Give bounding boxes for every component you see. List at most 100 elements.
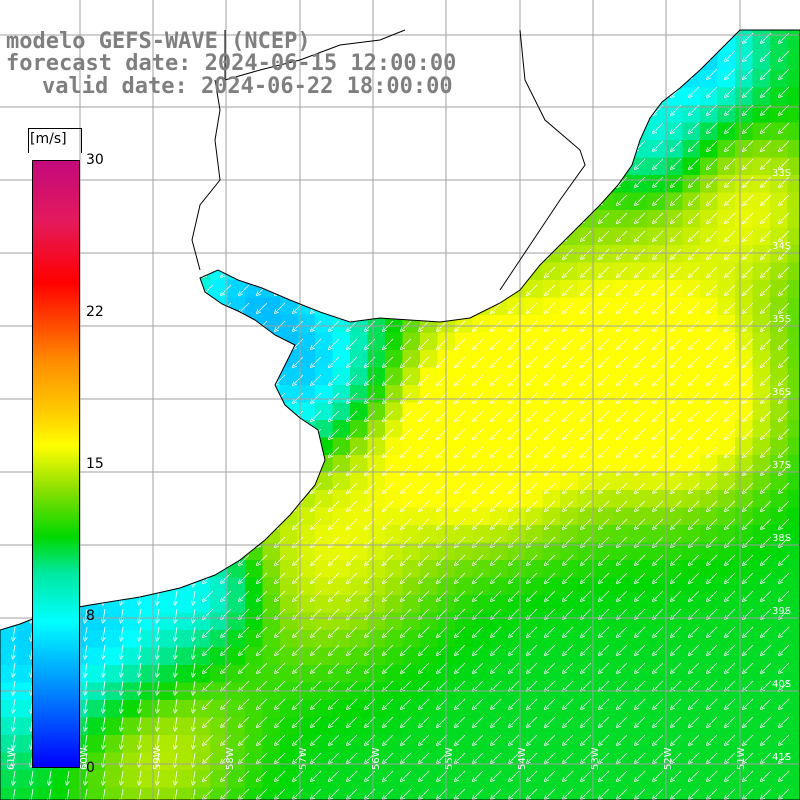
wind-speed-cell: [525, 612, 544, 631]
wind-speed-cell: [700, 227, 719, 246]
wind-speed-cell: [700, 717, 719, 736]
wind-arrow: [672, 212, 682, 222]
wind-arrow: [780, 140, 790, 150]
longitude-label: 58W: [225, 747, 236, 770]
wind-arrow: [780, 158, 790, 168]
wind-speed-cell: [700, 175, 719, 194]
wind-speed-cell: [612, 192, 631, 211]
wind-speed-cell: [525, 402, 544, 421]
wind-speed-cell: [577, 402, 596, 421]
wind-speed-cell: [770, 770, 789, 789]
wind-arrow: [744, 122, 754, 132]
wind-speed-cell: [262, 770, 281, 789]
wind-speed-cell: [332, 385, 351, 404]
wind-speed-cell: [437, 490, 456, 509]
wind-speed-cell: [472, 787, 491, 800]
wind-speed-cell: [682, 752, 701, 771]
wind-speed-cell: [682, 682, 701, 701]
wind-speed-cell: [315, 385, 334, 404]
wind-speed-cell: [717, 175, 736, 194]
wind-speed-cell: [595, 402, 614, 421]
wind-speed-cell: [717, 595, 736, 614]
wind-speed-cell: [472, 350, 491, 369]
wind-speed-cell: [507, 420, 526, 439]
wind-speed-cell: [542, 420, 561, 439]
wind-speed-cell: [542, 560, 561, 579]
wind-arrow: [636, 158, 646, 168]
wind-speed-cell: [787, 437, 800, 456]
wind-speed-cell: [787, 245, 800, 264]
wind-speed-cell: [717, 262, 736, 281]
wind-speed-cell: [402, 717, 421, 736]
wind-speed-cell: [542, 682, 561, 701]
wind-speed-cell: [507, 700, 526, 719]
longitude-label: 57W: [298, 747, 309, 770]
wind-speed-cell: [682, 787, 701, 800]
wind-speed-cell: [595, 227, 614, 246]
wind-speed-cell: [490, 490, 509, 509]
wind-arrow: [780, 176, 790, 186]
wind-arrow: [690, 176, 700, 186]
wind-speed-cell: [262, 735, 281, 754]
wind-speed-cell: [245, 297, 264, 316]
wind-speed-cell: [787, 630, 800, 649]
wind-speed-cell: [315, 717, 334, 736]
wind-speed-cell: [350, 735, 369, 754]
wind-speed-cell: [350, 770, 369, 789]
wind-speed-cell: [455, 752, 474, 771]
wind-speed-cell: [420, 647, 439, 666]
wind-speed-cell: [630, 717, 649, 736]
wind-speed-cell: [87, 735, 106, 754]
wind-speed-cell: [647, 490, 666, 509]
wind-speed-cell: [455, 542, 474, 561]
wind-speed-cell: [262, 787, 281, 800]
wind-arrow: [744, 68, 754, 78]
wind-speed-cell: [700, 525, 719, 544]
wind-speed-cell: [752, 700, 771, 719]
wind-speed-cell: [245, 577, 264, 596]
wind-speed-cell: [647, 577, 666, 596]
wind-speed-cell: [385, 507, 404, 526]
wind-speed-cell: [752, 525, 771, 544]
wind-speed-cell: [402, 682, 421, 701]
wind-speed-cell: [367, 542, 386, 561]
wind-speed-cell: [420, 787, 439, 800]
wind-arrow: [726, 212, 736, 222]
wind-speed-cell: [350, 647, 369, 666]
wind-speed-cell: [122, 682, 141, 701]
wind-arrow: [726, 68, 736, 78]
wind-speed-cell: [542, 472, 561, 491]
wind-speed-cell: [665, 245, 684, 264]
wind-speed-cell: [122, 630, 141, 649]
wind-speed-cell: [105, 700, 124, 719]
wind-speed-cell: [367, 507, 386, 526]
wind-speed-cell: [595, 507, 614, 526]
wind-speed-cell: [402, 595, 421, 614]
model-title: modelo GEFS-WAVE (NCEP): [6, 29, 311, 54]
wind-speed-cell: [315, 420, 334, 439]
colorbar-tick-30: 30: [86, 152, 104, 168]
wind-speed-cell: [542, 717, 561, 736]
wind-arrow: [654, 230, 664, 240]
wind-speed-cell: [350, 437, 369, 456]
wind-speed-cell: [770, 525, 789, 544]
wind-speed-cell: [472, 437, 491, 456]
wind-speed-cell: [490, 752, 509, 771]
wind-speed-cell: [525, 787, 544, 800]
wind-speed-cell: [17, 787, 36, 800]
wind-speed-cell: [525, 665, 544, 684]
wind-speed-cell: [560, 770, 579, 789]
wind-speed-cell: [770, 192, 789, 211]
wind-speed-cell: [787, 560, 800, 579]
wind-speed-cell: [665, 717, 684, 736]
wind-speed-cell: [717, 350, 736, 369]
wind-speed-cell: [402, 507, 421, 526]
wind-speed-cell: [770, 420, 789, 439]
wind-speed-cell: [105, 630, 124, 649]
wind-speed-cell: [420, 507, 439, 526]
wind-speed-cell: [595, 770, 614, 789]
wind-speed-cell: [717, 490, 736, 509]
wind-speed-cell: [787, 192, 800, 211]
wind-speed-cell: [717, 507, 736, 526]
wind-speed-cell: [402, 332, 421, 351]
